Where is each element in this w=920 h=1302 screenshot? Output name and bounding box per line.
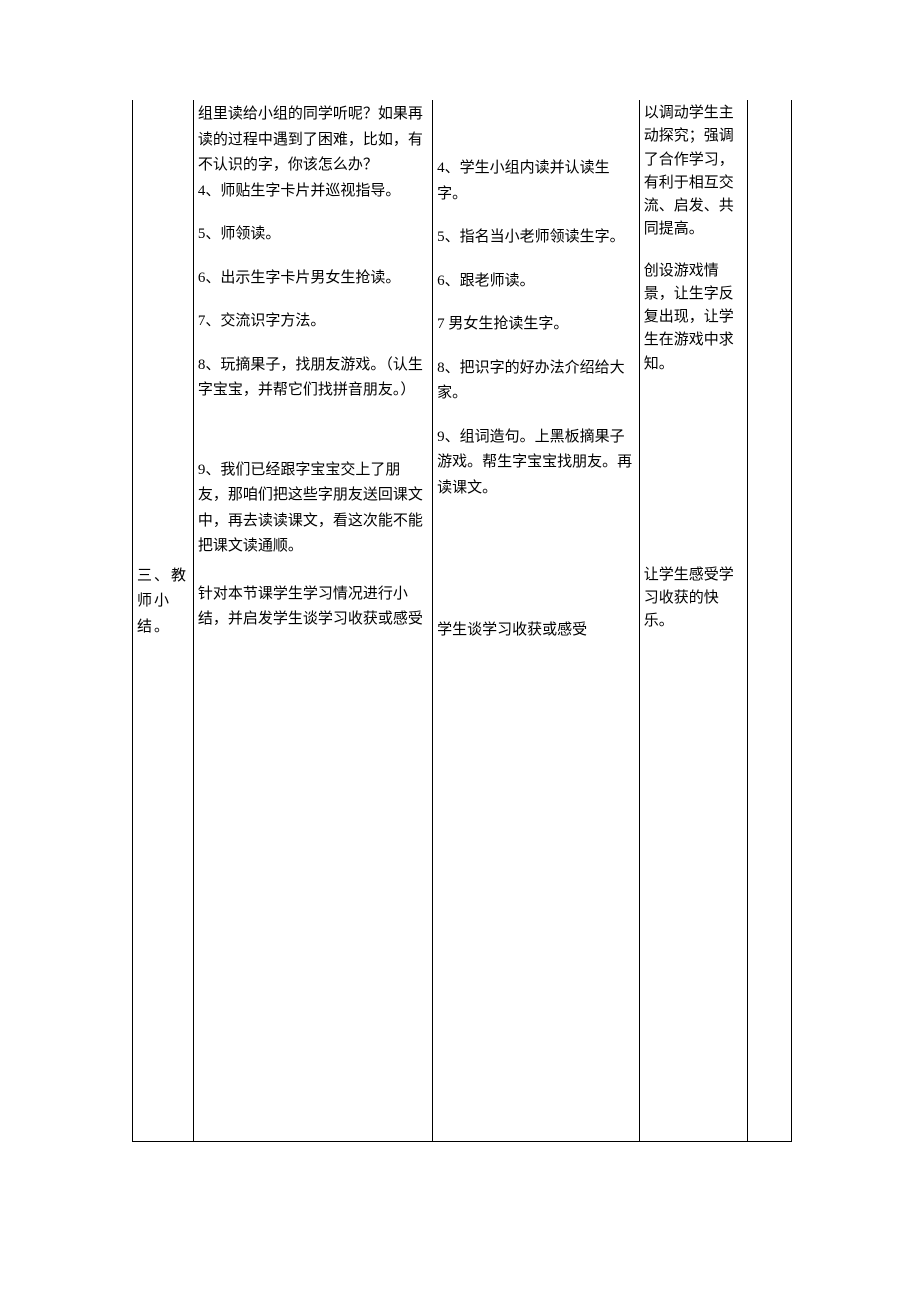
teacher-text: 8、玩摘果子，找朋友游戏。（认生字宝宝，并帮它们找拼音朋友。）: [198, 353, 428, 404]
teacher-text: 5、师领读。: [198, 222, 428, 248]
cell-student-upper: 4、学生小组内读并认读生字。 5、指名当小老师领读生字。 6、跟老师读。 7 男…: [433, 100, 640, 562]
cell-intent-lower: 让学生感受学习收获的快乐。: [639, 562, 748, 1142]
intent-text: 以调动学生主动探究；强调了合作学习，有利于相互交流、启发、共同提高。: [644, 102, 744, 242]
student-text: 8、把识字的好办法介绍给大家。: [437, 356, 635, 407]
student-text: 9、组词造句。上黑板摘果子游戏。帮生字宝宝找朋友。再读课文。: [437, 425, 635, 502]
cell-section-upper: [133, 100, 194, 562]
student-text: 5、指名当小老师领读生字。: [437, 225, 635, 251]
cell-section-lower: 三、教师小结。: [133, 562, 194, 1142]
student-text: 6、跟老师读。: [437, 269, 635, 295]
intent-text: 让学生感受学习收获的快乐。: [644, 564, 744, 634]
teacher-text: 9、我们已经跟字宝宝交上了朋友，那咱们把这些字朋友送回课文中，再去读读课文，看这…: [198, 458, 428, 560]
teacher-text: 7、交流识字方法。: [198, 309, 428, 335]
teacher-text: 组里读给小组的同学听呢？如果再读的过程中遇到了困难，比如，有不认识的字，你该怎么…: [198, 102, 428, 179]
teacher-text: 6、出示生字卡片男女生抢读。: [198, 266, 428, 292]
cell-notes-lower: [748, 562, 792, 1142]
teacher-text: 针对本节课学生学习情况进行小结，并启发学生谈学习收获或感受: [198, 582, 428, 633]
cell-notes-upper: [748, 100, 792, 562]
cell-intent-upper: 以调动学生主动探究；强调了合作学习，有利于相互交流、启发、共同提高。 创设游戏情…: [639, 100, 748, 562]
student-text: 7 男女生抢读生字。: [437, 312, 635, 338]
cell-student-lower: 学生谈学习收获或感受: [433, 562, 640, 1142]
cell-teacher-upper: 组里读给小组的同学听呢？如果再读的过程中遇到了困难，比如，有不认识的字，你该怎么…: [193, 100, 432, 562]
section-label: 三、教师小结。: [137, 564, 189, 641]
teacher-text: 4、师贴生字卡片并巡视指导。: [198, 179, 428, 205]
student-text: 4、学生小组内读并认读生字。: [437, 156, 635, 207]
lesson-plan-table: 组里读给小组的同学听呢？如果再读的过程中遇到了困难，比如，有不认识的字，你该怎么…: [132, 100, 792, 1142]
student-text: 学生谈学习收获或感受: [437, 618, 635, 644]
intent-text: 创设游戏情景，让生字反复出现，让学生在游戏中求知。: [644, 260, 744, 376]
table-row: 组里读给小组的同学听呢？如果再读的过程中遇到了困难，比如，有不认识的字，你该怎么…: [133, 100, 792, 562]
cell-teacher-lower: 针对本节课学生学习情况进行小结，并启发学生谈学习收获或感受: [193, 562, 432, 1142]
table-row: 三、教师小结。 针对本节课学生学习情况进行小结，并启发学生谈学习收获或感受 学生…: [133, 562, 792, 1142]
